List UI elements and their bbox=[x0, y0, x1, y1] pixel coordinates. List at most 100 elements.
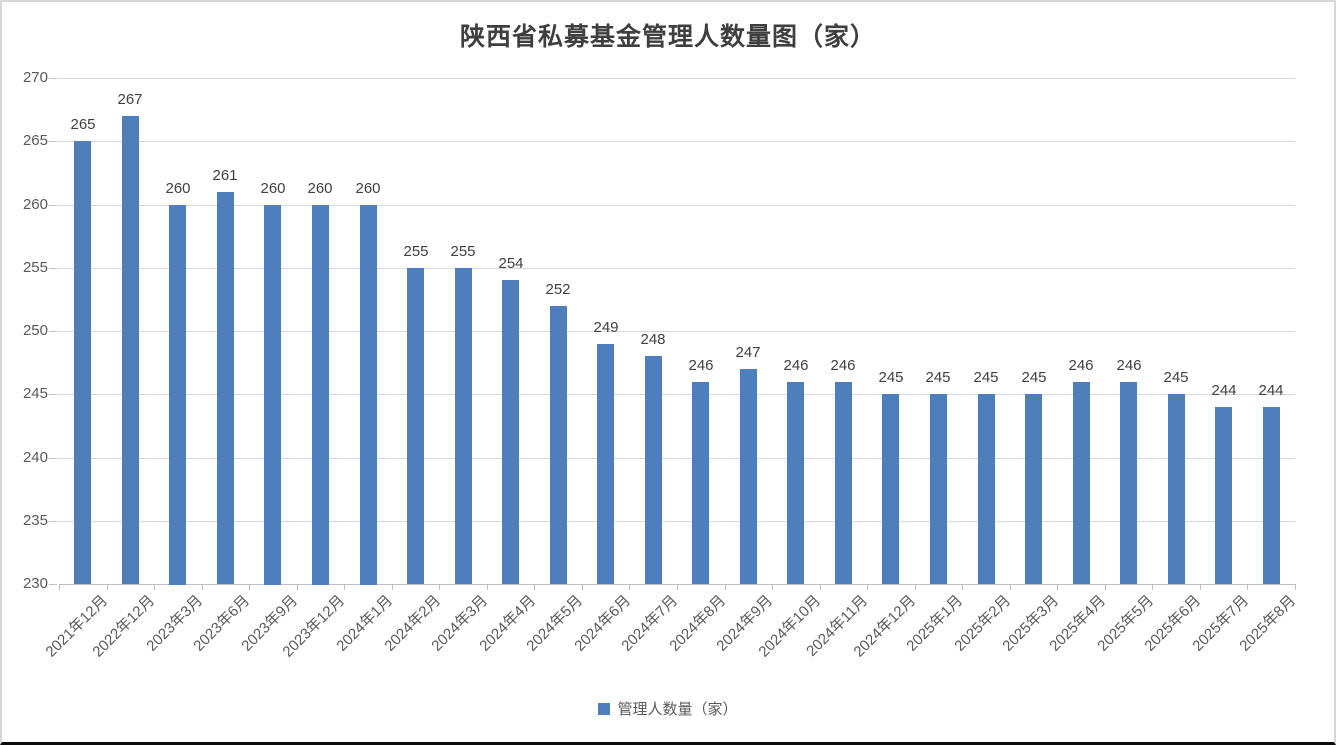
data-label: 267 bbox=[117, 91, 143, 108]
x-axis-tick bbox=[107, 584, 108, 590]
y-axis-tick-label: 240 bbox=[22, 449, 48, 466]
y-axis-tick bbox=[49, 584, 57, 585]
x-axis-tick bbox=[582, 584, 583, 590]
data-label: 260 bbox=[307, 180, 333, 197]
data-label: 246 bbox=[1116, 357, 1142, 374]
bar bbox=[1215, 407, 1232, 584]
x-axis-tick bbox=[1200, 584, 1201, 590]
x-axis-tick bbox=[249, 584, 250, 590]
gridline bbox=[59, 205, 1295, 206]
y-axis-tick bbox=[49, 268, 57, 269]
x-axis-tick bbox=[59, 584, 60, 590]
y-axis-tick bbox=[49, 394, 57, 395]
y-axis-tick bbox=[49, 458, 57, 459]
bar bbox=[787, 382, 804, 584]
y-axis-tick-label: 235 bbox=[22, 512, 48, 529]
data-label: 261 bbox=[212, 167, 238, 184]
data-label: 260 bbox=[260, 180, 286, 197]
gridline bbox=[59, 141, 1295, 142]
legend: 管理人数量（家） bbox=[2, 698, 1334, 719]
bar bbox=[882, 394, 899, 584]
bar bbox=[1073, 382, 1090, 584]
bar bbox=[692, 382, 709, 584]
data-label: 255 bbox=[403, 243, 429, 260]
bar bbox=[217, 192, 234, 584]
legend-swatch-icon bbox=[598, 702, 611, 715]
bar bbox=[550, 306, 567, 584]
data-label: 244 bbox=[1258, 382, 1284, 399]
y-axis-tick bbox=[49, 141, 57, 142]
x-axis-tick bbox=[439, 584, 440, 590]
x-axis-tick bbox=[820, 584, 821, 590]
y-axis-tick-label: 260 bbox=[22, 196, 48, 213]
data-label: 246 bbox=[1068, 357, 1094, 374]
x-axis-tick bbox=[1057, 584, 1058, 590]
x-axis-tick bbox=[677, 584, 678, 590]
x-axis-tick bbox=[1247, 584, 1248, 590]
y-axis-tick bbox=[49, 78, 57, 79]
data-label: 245 bbox=[1021, 369, 1047, 386]
bar bbox=[740, 369, 757, 584]
data-label: 265 bbox=[70, 116, 96, 133]
bar bbox=[1263, 407, 1280, 584]
data-label: 246 bbox=[783, 357, 809, 374]
x-axis-tick bbox=[1105, 584, 1106, 590]
y-axis-tick-label: 230 bbox=[22, 575, 48, 592]
bar bbox=[122, 116, 139, 584]
bar bbox=[1168, 394, 1185, 584]
x-axis-tick bbox=[154, 584, 155, 590]
y-axis-tick bbox=[49, 521, 57, 522]
x-axis-tick bbox=[915, 584, 916, 590]
data-label: 252 bbox=[545, 281, 571, 298]
y-axis-tick-label: 270 bbox=[22, 69, 48, 86]
x-axis-tick bbox=[1010, 584, 1011, 590]
gridline bbox=[59, 521, 1295, 522]
y-axis-tick-label: 245 bbox=[22, 385, 48, 402]
bar bbox=[74, 141, 91, 584]
bar bbox=[835, 382, 852, 584]
y-axis-tick bbox=[49, 205, 57, 206]
data-label: 246 bbox=[830, 357, 856, 374]
x-axis-tick bbox=[534, 584, 535, 590]
gridline bbox=[59, 458, 1295, 459]
data-label: 255 bbox=[450, 243, 476, 260]
y-axis-tick bbox=[49, 331, 57, 332]
data-label: 254 bbox=[498, 255, 524, 272]
x-axis-tick bbox=[297, 584, 298, 590]
x-axis-tick bbox=[487, 584, 488, 590]
x-axis-tick bbox=[962, 584, 963, 590]
x-axis-tick bbox=[1295, 584, 1296, 590]
y-axis-tick-label: 255 bbox=[22, 259, 48, 276]
data-label: 244 bbox=[1211, 382, 1237, 399]
y-axis-tick-label: 265 bbox=[22, 132, 48, 149]
bar bbox=[930, 394, 947, 584]
data-label: 260 bbox=[165, 180, 191, 197]
bar bbox=[978, 394, 995, 584]
bar bbox=[455, 268, 472, 584]
bar bbox=[645, 356, 662, 584]
data-label: 245 bbox=[925, 369, 951, 386]
x-axis-tick bbox=[629, 584, 630, 590]
data-label: 245 bbox=[973, 369, 999, 386]
x-axis-tick bbox=[392, 584, 393, 590]
x-axis-tick bbox=[344, 584, 345, 590]
bar bbox=[1120, 382, 1137, 584]
data-label: 246 bbox=[688, 357, 714, 374]
bar bbox=[312, 205, 329, 585]
x-axis-tick bbox=[1152, 584, 1153, 590]
gridline bbox=[59, 78, 1295, 79]
bar bbox=[597, 344, 614, 584]
bar bbox=[264, 205, 281, 585]
gridline bbox=[59, 331, 1295, 332]
chart-title: 陕西省私募基金管理人数量图（家） bbox=[459, 24, 876, 51]
x-axis-tick bbox=[725, 584, 726, 590]
bar bbox=[360, 205, 377, 585]
bar bbox=[169, 205, 186, 585]
bar bbox=[502, 280, 519, 584]
gridline bbox=[59, 268, 1295, 269]
x-axis-tick bbox=[772, 584, 773, 590]
bar bbox=[1025, 394, 1042, 584]
bar bbox=[407, 268, 424, 584]
